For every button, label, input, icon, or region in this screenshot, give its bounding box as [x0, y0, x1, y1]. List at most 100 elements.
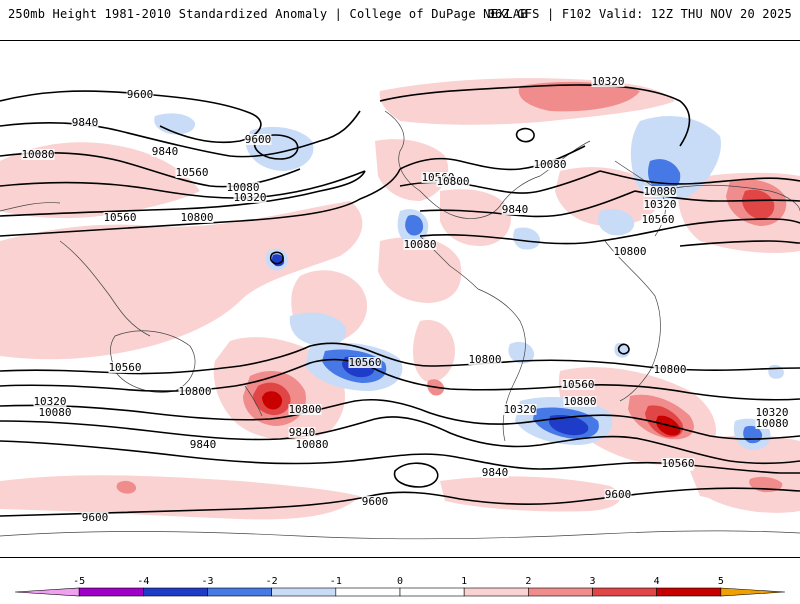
contour-label-bg — [643, 199, 677, 210]
contour-label: 10560 — [108, 361, 141, 374]
contour-label: 10080 — [295, 438, 328, 451]
colorbar-segment — [78, 587, 144, 597]
contour-label: 10800 — [436, 175, 469, 188]
anomaly-map: 9600 9840 10080 9600 9840 10080 10320 10560 1056… — [0, 40, 800, 558]
anomaly-pos1-atlantic — [555, 167, 661, 226]
contour-label: 9600 — [362, 495, 389, 508]
anomaly-shading — [0, 78, 800, 520]
colorbar-tick-label: 3 — [589, 576, 595, 587]
contour-label-bg — [295, 439, 329, 450]
coast-asia — [659, 184, 800, 212]
contour-label-bg — [755, 407, 789, 418]
contour-label: 9840 — [72, 116, 99, 129]
contour-label-bg — [661, 458, 695, 469]
run-valid-time: 06Z GFS | F102 Valid: 12Z THU NOV 20 202… — [487, 7, 792, 21]
contour-label-bg — [175, 167, 209, 178]
contour-label: 10320 — [591, 75, 624, 88]
contour-label-bg — [533, 159, 567, 170]
contour-label-bg — [561, 379, 595, 390]
contour-10080-south — [0, 416, 800, 465]
colorbar-segment — [463, 587, 529, 597]
contour-cutoff-high-2 — [269, 251, 284, 265]
contour-label: 10800 — [178, 385, 211, 398]
anomaly-neg1-s-america — [508, 341, 535, 364]
contour-label-bg — [468, 354, 502, 365]
contour-label: 9840 — [502, 203, 529, 216]
colorbar-tick-label: -2 — [266, 576, 278, 587]
colorbar-tick-label: -5 — [73, 576, 85, 587]
coast-asia-west — [0, 202, 61, 212]
contour-label: 10080 — [403, 238, 436, 251]
coast-north-america — [384, 110, 591, 219]
contour-label-bg — [436, 176, 470, 187]
colorbar-segment — [592, 587, 657, 597]
contour-label: 10560 — [103, 211, 136, 224]
contour-10320-south — [0, 398, 800, 440]
contour-label: 9840 — [190, 438, 217, 451]
contour-na-10560 — [419, 190, 636, 218]
anomaly-pos1-n-america — [375, 139, 449, 201]
contour-label: 10560 — [175, 166, 208, 179]
contour-9840-south — [0, 440, 800, 474]
anomaly-pos1-antarctic — [0, 475, 360, 520]
anomaly-pos1-s-pacific — [413, 320, 455, 382]
anomaly-neg1-gulf — [513, 227, 541, 250]
contour-9600-north — [0, 90, 262, 144]
anomaly-neg3-s-atlantic — [549, 415, 589, 436]
contour-label: 10800 — [180, 211, 213, 224]
contour-label: 9840 — [482, 466, 509, 479]
contour-eurasia-10080 — [599, 170, 800, 185]
contour-label: 10800 — [468, 353, 501, 366]
anomaly-pos1-s-ocean-east — [440, 476, 621, 512]
contour-label-bg — [189, 439, 217, 450]
anomaly-pos1-w-pacific — [0, 201, 363, 360]
contour-label: 10320 — [33, 395, 66, 408]
contour-label: 10080 — [533, 158, 566, 171]
contour-label: 9600 — [245, 133, 272, 146]
contour-label-bg — [151, 146, 179, 157]
anomaly-pos4-s-pacific — [262, 391, 283, 410]
contour-cutoff-low-2 — [617, 343, 630, 355]
contour-label: 10320 — [233, 191, 266, 204]
contour-label: 9840 — [289, 426, 316, 439]
coast-africa — [604, 240, 661, 402]
contour-label-bg — [288, 404, 322, 415]
contour-label-bg — [21, 149, 55, 160]
contour-label-bg — [613, 246, 647, 257]
colorbar-segments — [14, 587, 786, 597]
contour-arctic-ring — [379, 84, 691, 147]
colorbar-tick-label: -3 — [201, 576, 213, 587]
anomaly-neg2-w-us — [405, 215, 424, 236]
contour-label-bg — [501, 204, 529, 215]
contour-label: 10080 — [226, 181, 259, 194]
contour-label: 10320 — [503, 403, 536, 416]
contour-label-bg — [755, 418, 789, 429]
contour-label-bg — [563, 396, 597, 407]
contour-eurasia-10560 — [679, 218, 800, 227]
contour-10800-north — [0, 168, 401, 237]
contour-label: 10320 — [755, 406, 788, 419]
colorbar-segment — [720, 587, 786, 597]
contour-label: 10560 — [561, 378, 594, 391]
contour-label-bg — [591, 76, 625, 87]
contour-10800-south — [0, 342, 800, 375]
colorbar-segment — [271, 587, 337, 597]
contour-label: 10080 — [643, 185, 676, 198]
map-title: 250mb Height 1981-2010 Standardized Anom… — [8, 7, 528, 21]
anomaly-pos1-us-east — [440, 189, 511, 246]
colorbar-tick-label: -1 — [330, 576, 342, 587]
anomaly-pos2-arctic — [518, 81, 640, 112]
contour-label: 10080 — [21, 148, 54, 161]
contour-10560-north — [0, 170, 366, 217]
contour-eurasia-10800 — [679, 240, 800, 247]
colorbar-ticks: -5 -4 -3 -2 -1 0 1 2 3 4 5 — [73, 576, 724, 587]
contour-label-bg — [233, 192, 267, 203]
coastlines — [0, 110, 800, 540]
contour-9600-south — [0, 487, 800, 517]
contour-label-bg — [226, 182, 260, 193]
contour-na-10800 — [419, 225, 681, 245]
contour-label: 10320 — [643, 198, 676, 211]
contour-label-bg — [178, 386, 212, 397]
contour-label-bg — [81, 512, 109, 523]
contour-10320-north — [0, 170, 366, 199]
